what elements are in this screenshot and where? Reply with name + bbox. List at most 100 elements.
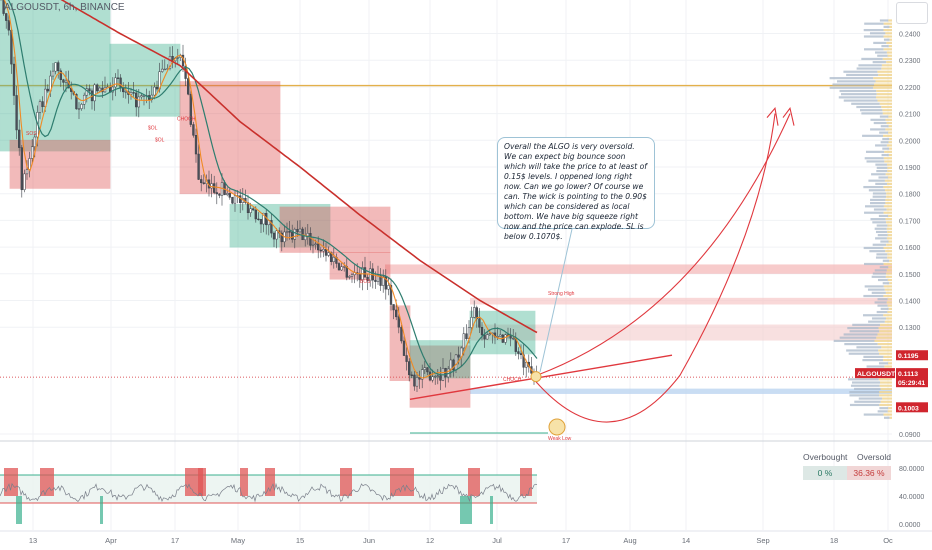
- profile-bar: [863, 185, 884, 189]
- profile-bar-value-area: [885, 250, 892, 253]
- ma-mid: [7, 0, 538, 376]
- profile-bar-value-area: [887, 256, 892, 259]
- candle-body: [187, 78, 190, 95]
- candle-body: [285, 231, 289, 233]
- profile-bar-value-area: [885, 173, 892, 176]
- candle-body: [23, 173, 26, 191]
- profile-bar-value-area: [887, 310, 892, 314]
- time-tick: Apr: [105, 536, 117, 545]
- profile-bar: [862, 359, 884, 362]
- profile-bar: [875, 182, 887, 185]
- candle-body: [319, 249, 322, 252]
- annotation-note[interactable]: Overall the ALGO is very oversold. We ca…: [497, 137, 655, 241]
- price-tick: 0.1700: [899, 218, 921, 225]
- profile-bar: [874, 269, 887, 272]
- profile-bar-value-area: [887, 298, 892, 301]
- profile-bar-value-area: [886, 272, 892, 275]
- profile-bar-value-area: [888, 407, 892, 410]
- profile-bar-value-area: [883, 285, 892, 288]
- profile-bar: [849, 330, 880, 333]
- price-tick: 0.2200: [899, 85, 921, 92]
- time-tick: 17: [171, 536, 179, 545]
- candle-body: [239, 195, 242, 203]
- profile-bar-value-area: [883, 246, 892, 250]
- candle-body: [374, 279, 377, 282]
- price-tick: 0.1500: [899, 272, 921, 279]
- candle-body: [192, 124, 195, 136]
- profile-bar-value-area: [885, 198, 892, 202]
- profile-bar-value-area: [876, 336, 892, 339]
- profile-bar: [882, 259, 890, 262]
- profile-bar: [875, 51, 887, 54]
- profile-bar-value-area: [879, 384, 892, 387]
- oversold-label: Oversold: [856, 452, 891, 462]
- profile-bar-value-area: [879, 391, 892, 394]
- profile-bar-value-area: [883, 355, 892, 359]
- price-tick: 0.2400: [899, 32, 921, 39]
- symbol-header: ALGOUSDT, 6h, BINANCE: [4, 2, 125, 13]
- osc-oversold-bar: [340, 468, 352, 496]
- candle-body: [434, 375, 437, 378]
- price-tick: 0.1900: [899, 165, 921, 172]
- profile-bar: [872, 221, 887, 224]
- profile-bar-value-area: [878, 73, 892, 77]
- wick-target-circle: [548, 418, 566, 436]
- osc-oversold-bar: [198, 468, 206, 496]
- profile-bar-value-area: [886, 182, 892, 185]
- time-tick: Sep: [756, 536, 769, 545]
- candle-body: [296, 229, 299, 233]
- profile-bar: [870, 118, 886, 121]
- profile-bar-value-area: [889, 137, 892, 141]
- profile-bar: [864, 48, 884, 51]
- corner-button[interactable]: [896, 2, 928, 24]
- profile-bar: [836, 80, 876, 83]
- profile-bar: [865, 150, 885, 153]
- candle-body: [46, 88, 49, 92]
- profile-bar-value-area: [880, 381, 892, 384]
- profile-bar-value-area: [886, 269, 892, 272]
- candle-body: [413, 374, 416, 387]
- profile-bar: [877, 298, 888, 301]
- price-tag: 05:29:41: [898, 380, 925, 387]
- candle-body: [512, 337, 515, 340]
- zone-0.106: [470, 388, 892, 394]
- profile-bar: [878, 176, 888, 179]
- profile-bar-value-area: [883, 359, 892, 362]
- candle-body: [327, 252, 330, 256]
- profile-bar: [879, 131, 889, 134]
- profile-bar: [868, 189, 886, 192]
- profile-bar: [878, 214, 889, 218]
- candle-body: [415, 377, 419, 387]
- candle-body: [314, 243, 317, 245]
- candle-body: [38, 101, 42, 113]
- candle-body: [259, 219, 263, 225]
- profile-bar-value-area: [889, 147, 892, 150]
- profile-bar-value-area: [873, 86, 892, 89]
- profile-bar: [847, 326, 879, 330]
- candle-body: [218, 193, 221, 196]
- time-tick: May: [231, 536, 245, 545]
- profile-bar-value-area: [879, 403, 892, 407]
- profile-bar: [873, 41, 887, 45]
- candle-body: [168, 56, 172, 69]
- price-tick: 0.2300: [899, 58, 921, 65]
- profile-bar-value-area: [883, 211, 892, 214]
- candle-body: [233, 195, 237, 204]
- candle-body: [340, 266, 343, 271]
- chart-label: $OL: [148, 126, 158, 132]
- profile-bar: [868, 179, 885, 182]
- candle-body: [439, 375, 442, 381]
- profile-bar-value-area: [888, 266, 892, 269]
- profile-bar-value-area: [888, 131, 892, 134]
- profile-bar: [852, 323, 881, 326]
- profile-bar-value-area: [883, 28, 892, 32]
- arrow-head-1: [766, 107, 779, 126]
- osc-oversold-bar: [390, 468, 414, 496]
- candle-body: [262, 212, 265, 225]
- osc-overbought-bar: [460, 496, 472, 524]
- candle-body: [408, 361, 411, 376]
- price-tag-bg: [896, 402, 928, 413]
- profile-bar-value-area: [886, 301, 892, 304]
